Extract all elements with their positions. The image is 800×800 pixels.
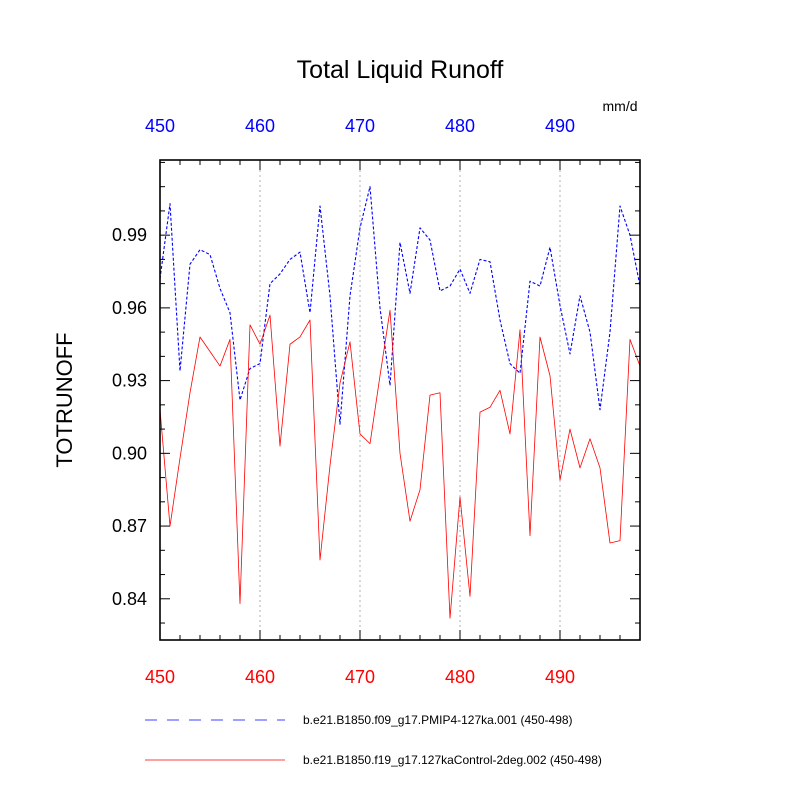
legend-label-0: b.e21.B1850.f09_g17.PMIP4-127ka.001 (450…	[303, 713, 573, 727]
x-tick-label-bottom: 480	[445, 667, 475, 687]
legend: b.e21.B1850.f09_g17.PMIP4-127ka.001 (450…	[145, 713, 602, 767]
y-axis-title: TOTRUNOFF	[52, 332, 77, 467]
series-line-0	[159, 186, 641, 425]
x-tick-label-bottom: 450	[145, 667, 175, 687]
legend-label-1: b.e21.B1850.f19_g17.127kaControl-2deg.00…	[303, 753, 602, 767]
y-tick-label: 0.84	[112, 589, 147, 609]
y-tick-label: 0.99	[112, 225, 147, 245]
x-tick-label-top: 460	[245, 116, 275, 136]
units-label: mm/d	[603, 98, 638, 114]
y-tick-label: 0.93	[112, 371, 147, 391]
series-lines	[159, 186, 641, 619]
grid-lines	[159, 160, 561, 640]
axes: 450 450 460 460 470 470 480 480 490 490 0.84 0.87 0.…	[112, 116, 641, 687]
x-tick-label-bottom: 470	[345, 667, 375, 687]
y-tick-label: 0.96	[112, 298, 147, 318]
y-tick-label: 0.90	[112, 443, 147, 463]
series-line-1	[159, 309, 641, 619]
chart-title: Total Liquid Runoff	[297, 56, 504, 84]
x-tick-label-top: 480	[445, 116, 475, 136]
y-tick-label: 0.87	[112, 516, 147, 536]
x-tick-label-top: 450	[145, 116, 175, 136]
x-tick-label-bottom: 460	[245, 667, 275, 687]
x-tick-label-top: 470	[345, 116, 375, 136]
x-tick-label-top: 490	[545, 116, 575, 136]
x-tick-label-bottom: 490	[545, 667, 575, 687]
